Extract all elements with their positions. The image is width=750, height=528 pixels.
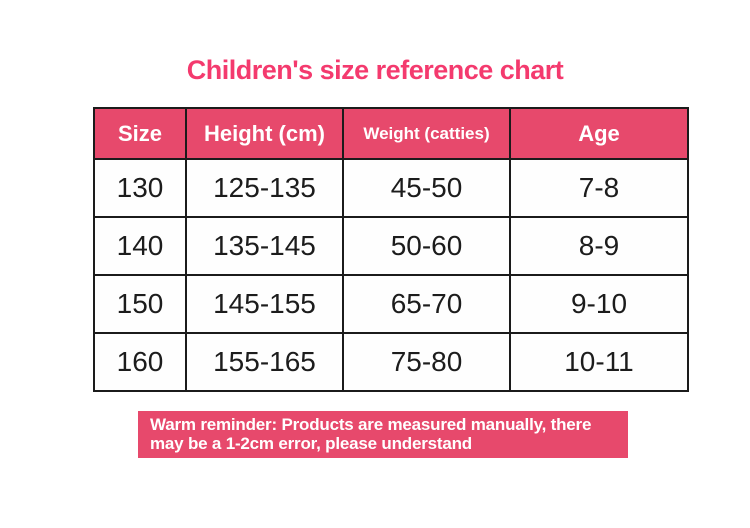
cell-size: 130: [93, 158, 187, 218]
table-row: 130 125-135 45-50 7-8: [93, 158, 689, 218]
reminder-line-1: Warm reminder: Products are measured man…: [150, 415, 592, 434]
cell-height: 135-145: [185, 216, 344, 276]
reminder-banner: Warm reminder: Products are measured man…: [138, 411, 628, 458]
page-title: Children's size reference chart: [186, 55, 564, 85]
cell-size: 140: [93, 216, 187, 276]
table-row: 140 135-145 50-60 8-9: [93, 216, 689, 276]
cell-size: 160: [93, 332, 187, 392]
cell-size: 150: [93, 274, 187, 334]
header-cell-height: Height (cm): [185, 107, 344, 160]
cell-height: 145-155: [185, 274, 344, 334]
header-cell-age: Age: [509, 107, 689, 160]
cell-weight: 65-70: [342, 274, 511, 334]
cell-age: 10-11: [509, 332, 689, 392]
cell-weight: 50-60: [342, 216, 511, 276]
table-row: 150 145-155 65-70 9-10: [93, 274, 689, 334]
cell-height: 125-135: [185, 158, 344, 218]
size-reference-table: Size Height (cm) Weight (catties) Age 13…: [93, 107, 689, 392]
reminder-line-2: may be a 1-2cm error, please understand: [150, 434, 472, 453]
cell-age: 7-8: [509, 158, 689, 218]
cell-weight: 45-50: [342, 158, 511, 218]
cell-age: 8-9: [509, 216, 689, 276]
header-cell-weight: Weight (catties): [342, 107, 511, 160]
header-cell-size: Size: [93, 107, 187, 160]
cell-weight: 75-80: [342, 332, 511, 392]
table-header-row: Size Height (cm) Weight (catties) Age: [93, 107, 689, 160]
cell-height: 155-165: [185, 332, 344, 392]
cell-age: 9-10: [509, 274, 689, 334]
table-row: 160 155-165 75-80 10-11: [93, 332, 689, 392]
